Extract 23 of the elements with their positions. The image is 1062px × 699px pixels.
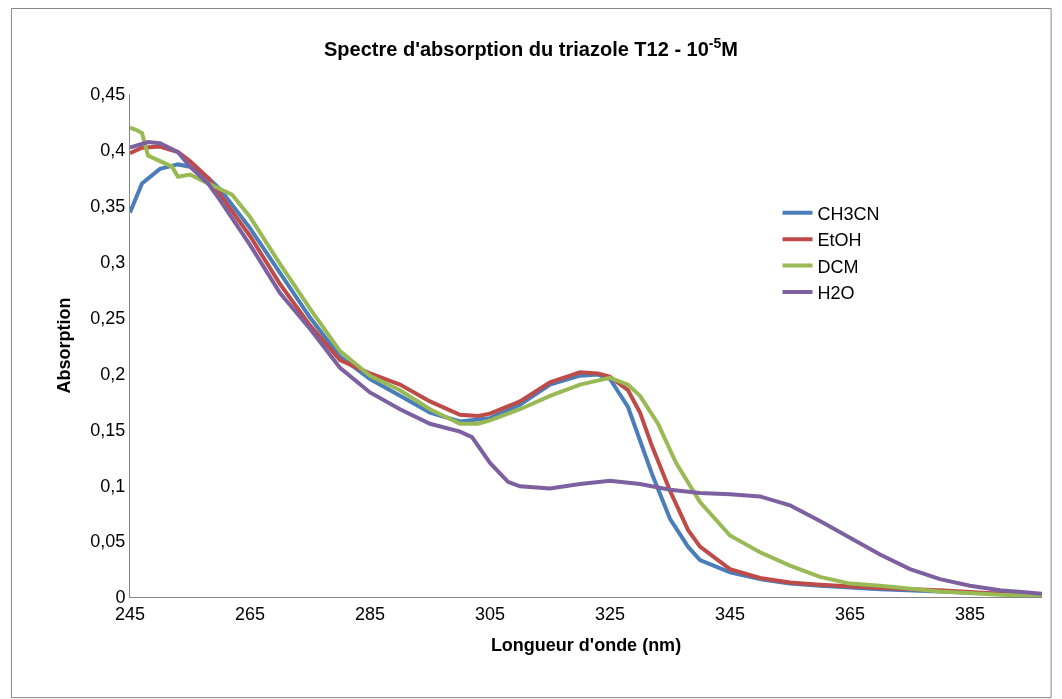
- y-tick-label: 0,35: [90, 196, 126, 217]
- y-tick-label: 0,25: [90, 307, 126, 328]
- x-tick-label: 325: [594, 603, 626, 624]
- x-tick-label: 305: [474, 603, 506, 624]
- x-tick-label: 385: [954, 603, 986, 624]
- y-tick-label: 0,45: [90, 84, 126, 105]
- legend-label: DCM: [817, 256, 859, 277]
- chart-title: Spectre d'absorption du triazole T12 - 10$^{-5}$M: [324, 34, 738, 60]
- y-tick-label: 0,4: [100, 140, 126, 161]
- x-axis-title: Longueur d'onde (nm): [490, 634, 682, 655]
- x-tick-label: 345: [714, 603, 746, 624]
- x-tick-label: 265: [234, 603, 266, 624]
- y-tick-label: 0,2: [100, 363, 126, 384]
- y-tick-label: 0,15: [90, 419, 126, 440]
- x-tick-label: 285: [354, 603, 386, 624]
- legend-label: H2O: [817, 283, 855, 304]
- y-tick-label: 0,3: [100, 251, 126, 272]
- y-axis-title: Absorption: [53, 297, 74, 394]
- legend-label: CH3CN: [817, 203, 880, 224]
- legend-label: EtOH: [817, 230, 862, 251]
- y-tick-label: 0,1: [100, 475, 126, 496]
- x-tick-label: 365: [834, 603, 866, 624]
- y-tick-label: 0,05: [90, 531, 126, 552]
